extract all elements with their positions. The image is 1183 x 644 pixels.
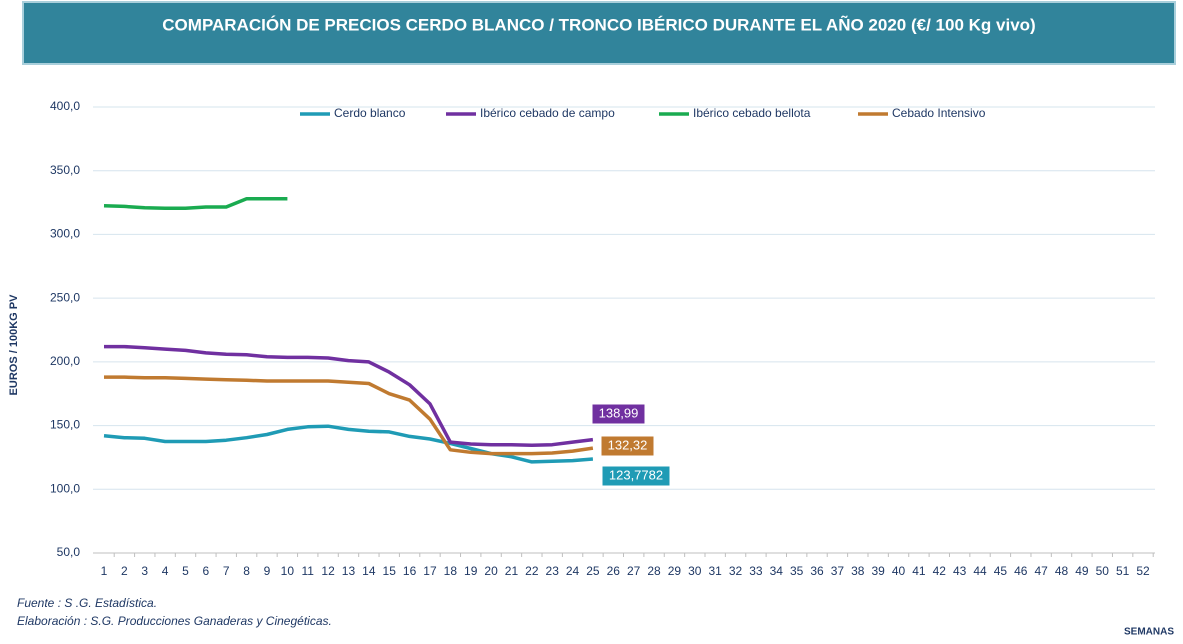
x-tick-label: 32 <box>729 564 743 578</box>
x-tick-label: 6 <box>203 564 210 578</box>
x-tick-label: 28 <box>647 564 661 578</box>
x-tick-label: 9 <box>264 564 271 578</box>
source-note: Fuente : S .G. Estadística. <box>17 596 157 610</box>
x-tick-label: 2 <box>121 564 128 578</box>
title-banner <box>22 1 1176 65</box>
chart-title: COMPARACIÓN DE PRECIOS CERDO BLANCO / TR… <box>162 14 1035 34</box>
y-tick-label: 50,0 <box>57 545 81 559</box>
value-label: 132,32 <box>608 437 648 452</box>
x-tick-label: 21 <box>505 564 519 578</box>
x-tick-label: 19 <box>464 564 478 578</box>
x-tick-label: 24 <box>566 564 580 578</box>
x-tick-label: 25 <box>586 564 600 578</box>
x-tick-label: 45 <box>994 564 1008 578</box>
x-tick-label: 34 <box>770 564 784 578</box>
x-tick-label: 40 <box>892 564 906 578</box>
x-tick-label: 20 <box>484 564 498 578</box>
legend-label: Ibérico cebado bellota <box>693 106 811 120</box>
series-line <box>104 344 594 448</box>
x-tick-label: 14 <box>362 564 376 578</box>
x-tick-label: 27 <box>627 564 641 578</box>
credit-note: Elaboración : S.G. Producciones Ganadera… <box>17 614 332 628</box>
x-tick-label: 29 <box>668 564 682 578</box>
x-tick-label: 1 <box>101 564 108 578</box>
value-label-box <box>591 403 646 425</box>
x-tick-label: 51 <box>1116 564 1130 578</box>
value-label-box <box>600 435 655 457</box>
x-tick-label: 46 <box>1014 564 1028 578</box>
x-tick-label: 17 <box>423 564 437 578</box>
x-tick-label: 31 <box>708 564 722 578</box>
x-tick-label: 42 <box>933 564 947 578</box>
x-tick-label: 48 <box>1055 564 1069 578</box>
y-tick-label: 250,0 <box>50 290 80 304</box>
x-tick-label: 13 <box>342 564 356 578</box>
value-label: 138,99 <box>599 405 639 420</box>
legend-label: Cebado Intensivo <box>892 106 986 120</box>
x-tick-label: 3 <box>141 564 148 578</box>
x-tick-label: 7 <box>223 564 230 578</box>
x-tick-label: 43 <box>953 564 967 578</box>
x-tick-label: 49 <box>1075 564 1089 578</box>
x-tick-label: 44 <box>973 564 987 578</box>
x-tick-label: 22 <box>525 564 539 578</box>
x-tick-label: 41 <box>912 564 926 578</box>
x-tick-label: 15 <box>383 564 397 578</box>
x-tick-label: 23 <box>546 564 560 578</box>
x-tick-label: 8 <box>243 564 250 578</box>
series-line <box>104 375 594 456</box>
value-label-box <box>601 465 671 487</box>
x-tick-label: 18 <box>444 564 458 578</box>
x-tick-label: 4 <box>162 564 169 578</box>
y-axis-label: EUROS / 100KG PV <box>8 294 20 396</box>
x-tick-label: 33 <box>749 564 763 578</box>
x-tick-label: 5 <box>182 564 189 578</box>
x-tick-label: 35 <box>790 564 804 578</box>
y-tick-label: 150,0 <box>50 418 80 432</box>
series-line <box>103 196 288 211</box>
y-tick-label: 200,0 <box>50 354 80 368</box>
x-tick-label: 16 <box>403 564 417 578</box>
y-tick-label: 300,0 <box>50 227 80 241</box>
x-tick-label: 47 <box>1034 564 1048 578</box>
x-tick-label: 52 <box>1136 564 1150 578</box>
y-tick-label: 350,0 <box>50 163 80 177</box>
x-tick-label: 30 <box>688 564 702 578</box>
y-tick-label: 100,0 <box>50 481 80 495</box>
legend-label: Cerdo blanco <box>334 106 406 120</box>
x-tick-label: 37 <box>831 564 845 578</box>
legend-label: Ibérico cebado de campo <box>480 106 615 120</box>
x-axis-label: SEMANAS <box>1124 627 1174 638</box>
x-tick-label: 36 <box>810 564 824 578</box>
value-label: 123,7782 <box>609 467 663 482</box>
series-line <box>103 424 594 464</box>
x-tick-label: 10 <box>281 564 295 578</box>
x-tick-label: 11 <box>301 564 314 578</box>
x-tick-label: 39 <box>871 564 885 578</box>
x-tick-label: 50 <box>1096 564 1110 578</box>
x-tick-label: 26 <box>607 564 621 578</box>
x-tick-label: 38 <box>851 564 865 578</box>
y-tick-label: 400,0 <box>50 99 80 113</box>
x-tick-label: 12 <box>321 564 335 578</box>
